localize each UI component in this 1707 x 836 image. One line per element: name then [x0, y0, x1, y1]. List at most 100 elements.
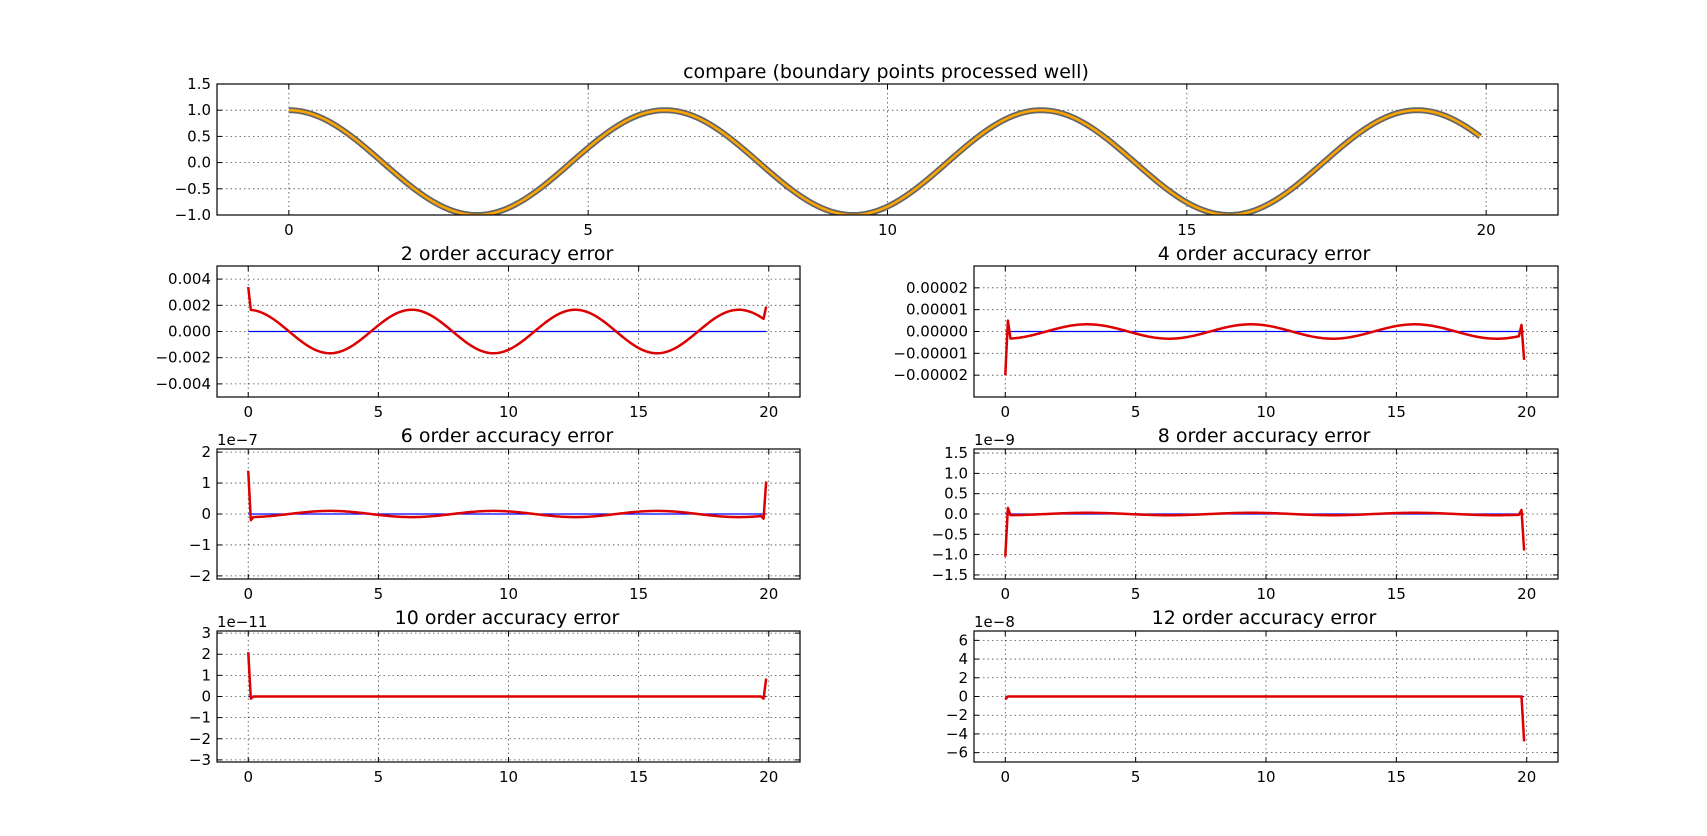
- err10-ytick-label-2: −1: [189, 709, 211, 727]
- err6-xtick-label-0: 0: [243, 585, 253, 603]
- err2-ytick-label-0: −0.004: [155, 375, 211, 393]
- err6-ytick-label-4: 2: [201, 443, 211, 461]
- err10-xtick-label-1: 5: [374, 768, 384, 786]
- compare-xtick-label-4: 20: [1477, 221, 1496, 239]
- err6-ytick-label-0: −2: [189, 567, 211, 585]
- compare-ytick-label-4: 1.0: [187, 101, 211, 119]
- compare-xtick-label-0: 0: [284, 221, 294, 239]
- err2-xtick-label-4: 20: [759, 403, 778, 421]
- err12-ytick-label-0: −6: [946, 744, 968, 762]
- err2-ytick-label-1: −0.002: [155, 349, 211, 367]
- err12-xtick-label-4: 20: [1517, 768, 1536, 786]
- subplot-err2: 2 order accuracy error 0 5 10 15 20 −0.004 −0.…: [155, 243, 801, 421]
- subplot-err10-scale-label: 1e−11: [217, 613, 267, 631]
- err6-xtick-label-3: 15: [629, 585, 648, 603]
- subplot-err6: 6 order accuracy error 1e−7 0 5 10 15 20−2−1…: [189, 425, 801, 603]
- err8-ytick-label-3: 0.0: [944, 505, 968, 523]
- err2-xtick-label-2: 10: [499, 403, 518, 421]
- subplot-err6-title: 6 order accuracy error: [401, 425, 614, 447]
- err10-xtick-label-2: 10: [499, 768, 518, 786]
- err6-ytick-label-2: 0: [201, 505, 211, 523]
- err12-ytick-label-5: 4: [958, 650, 968, 668]
- err10-ytick-label-4: 1: [201, 666, 211, 684]
- err4-ytick-label-4: 0.00002: [906, 279, 968, 297]
- err4-ytick-label-2: 0.00000: [906, 323, 968, 341]
- err6-xtick-label-1: 5: [374, 585, 384, 603]
- subplot-err4: 4 order accuracy error 0 5 10 15 20 −0.00002 −…: [893, 243, 1559, 421]
- err2-ytick-label-2: 0.000: [168, 323, 211, 341]
- subplot-err8: 8 order accuracy error 1e−9 0 5 10 15 20 −1.5…: [932, 425, 1559, 603]
- err6-xtick-label-2: 10: [499, 585, 518, 603]
- err6-xtick-label-4: 20: [759, 585, 778, 603]
- err12-xtick-label-2: 10: [1256, 768, 1275, 786]
- err12-series-1: [1004, 695, 1526, 742]
- compare-ytick-label-3: 0.5: [187, 127, 211, 145]
- compare-ytick-label-0: −1.0: [175, 206, 211, 224]
- err6-series-1: [246, 470, 768, 522]
- err4-xtick-label-1: 5: [1131, 403, 1141, 421]
- subplot-compare-title: compare (boundary points processed well): [683, 61, 1089, 83]
- subplot-err4-title: 4 order accuracy error: [1158, 243, 1371, 265]
- err4-xtick-label-4: 20: [1517, 403, 1536, 421]
- err10-ytick-label-1: −2: [189, 730, 211, 748]
- subplot-err8-title: 8 order accuracy error: [1158, 425, 1371, 447]
- compare-series-1: [288, 108, 1481, 215]
- err10-series-1: [246, 652, 768, 700]
- err10-ytick-label-0: −3: [189, 751, 211, 769]
- err12-xtick-label-3: 15: [1387, 768, 1406, 786]
- err6-ytick-label-3: 1: [201, 474, 211, 492]
- err10-xtick-label-3: 15: [629, 768, 648, 786]
- err10-ytick-label-5: 2: [201, 645, 211, 663]
- err2-xtick-label-1: 5: [374, 403, 384, 421]
- err12-ytick-label-2: −2: [946, 706, 968, 724]
- compare-ytick-label-2: 0.0: [187, 154, 211, 172]
- subplot-compare: compare (boundary points processed well)…: [175, 61, 1559, 239]
- err8-ytick-label-0: −1.5: [932, 566, 968, 584]
- compare-xtick-label-1: 5: [583, 221, 593, 239]
- subplot-err10: 10 order accuracy error 1e−11 0 5 10 15 20−3…: [189, 607, 801, 786]
- err12-ytick-label-3: 0: [958, 688, 968, 706]
- err12-xtick-label-1: 5: [1131, 768, 1141, 786]
- err8-xtick-label-1: 5: [1131, 585, 1141, 603]
- err4-ytick-label-1: −0.00001: [893, 344, 968, 362]
- err8-xtick-label-4: 20: [1517, 585, 1536, 603]
- err4-ytick-label-3: 0.00001: [906, 301, 968, 319]
- err8-xtick-label-2: 10: [1256, 585, 1275, 603]
- err8-series-1: [1004, 506, 1526, 557]
- err12-ytick-label-1: −4: [946, 725, 968, 743]
- err8-ytick-label-5: 1.0: [944, 464, 968, 482]
- err4-series-1: [1004, 319, 1526, 376]
- err8-ytick-label-1: −1.0: [932, 546, 968, 564]
- subplot-err8-scale-label: 1e−9: [974, 431, 1015, 449]
- compare-ytick-label-5: 1.5: [187, 75, 211, 93]
- err4-xtick-label-3: 15: [1387, 403, 1406, 421]
- err10-xtick-label-0: 0: [243, 768, 253, 786]
- err12-ytick-label-6: 6: [958, 631, 968, 649]
- err2-ytick-label-3: 0.002: [168, 296, 211, 314]
- err2-ytick-label-4: 0.004: [168, 270, 211, 288]
- err8-ytick-label-4: 0.5: [944, 485, 968, 503]
- err2-xtick-label-0: 0: [243, 403, 253, 421]
- err4-xtick-label-2: 10: [1256, 403, 1275, 421]
- err2-xtick-label-3: 15: [629, 403, 648, 421]
- subplot-err6-scale-label: 1e−7: [217, 431, 258, 449]
- subplot-err12: 12 order accuracy error 1e−8 0 5 10 15 20−6−…: [946, 607, 1559, 786]
- err10-ytick-label-3: 0: [201, 688, 211, 706]
- err8-ytick-label-2: −0.5: [932, 525, 968, 543]
- compare-ytick-label-1: −0.5: [175, 180, 211, 198]
- subplot-err12-title: 12 order accuracy error: [1152, 607, 1377, 629]
- subplot-err10-title: 10 order accuracy error: [395, 607, 620, 629]
- err4-ytick-label-0: −0.00002: [893, 366, 968, 384]
- compare-xtick-label-3: 15: [1177, 221, 1196, 239]
- err8-xtick-label-3: 15: [1387, 585, 1406, 603]
- err10-ytick-label-6: 3: [201, 624, 211, 642]
- err4-xtick-label-0: 0: [1001, 403, 1011, 421]
- subplot-err12-scale-label: 1e−8: [974, 613, 1015, 631]
- err6-ytick-label-1: −1: [189, 536, 211, 554]
- err8-xtick-label-0: 0: [1001, 585, 1011, 603]
- err12-xtick-label-0: 0: [1001, 768, 1011, 786]
- err2-series-1: [246, 286, 768, 355]
- err8-ytick-label-6: 1.5: [944, 444, 968, 462]
